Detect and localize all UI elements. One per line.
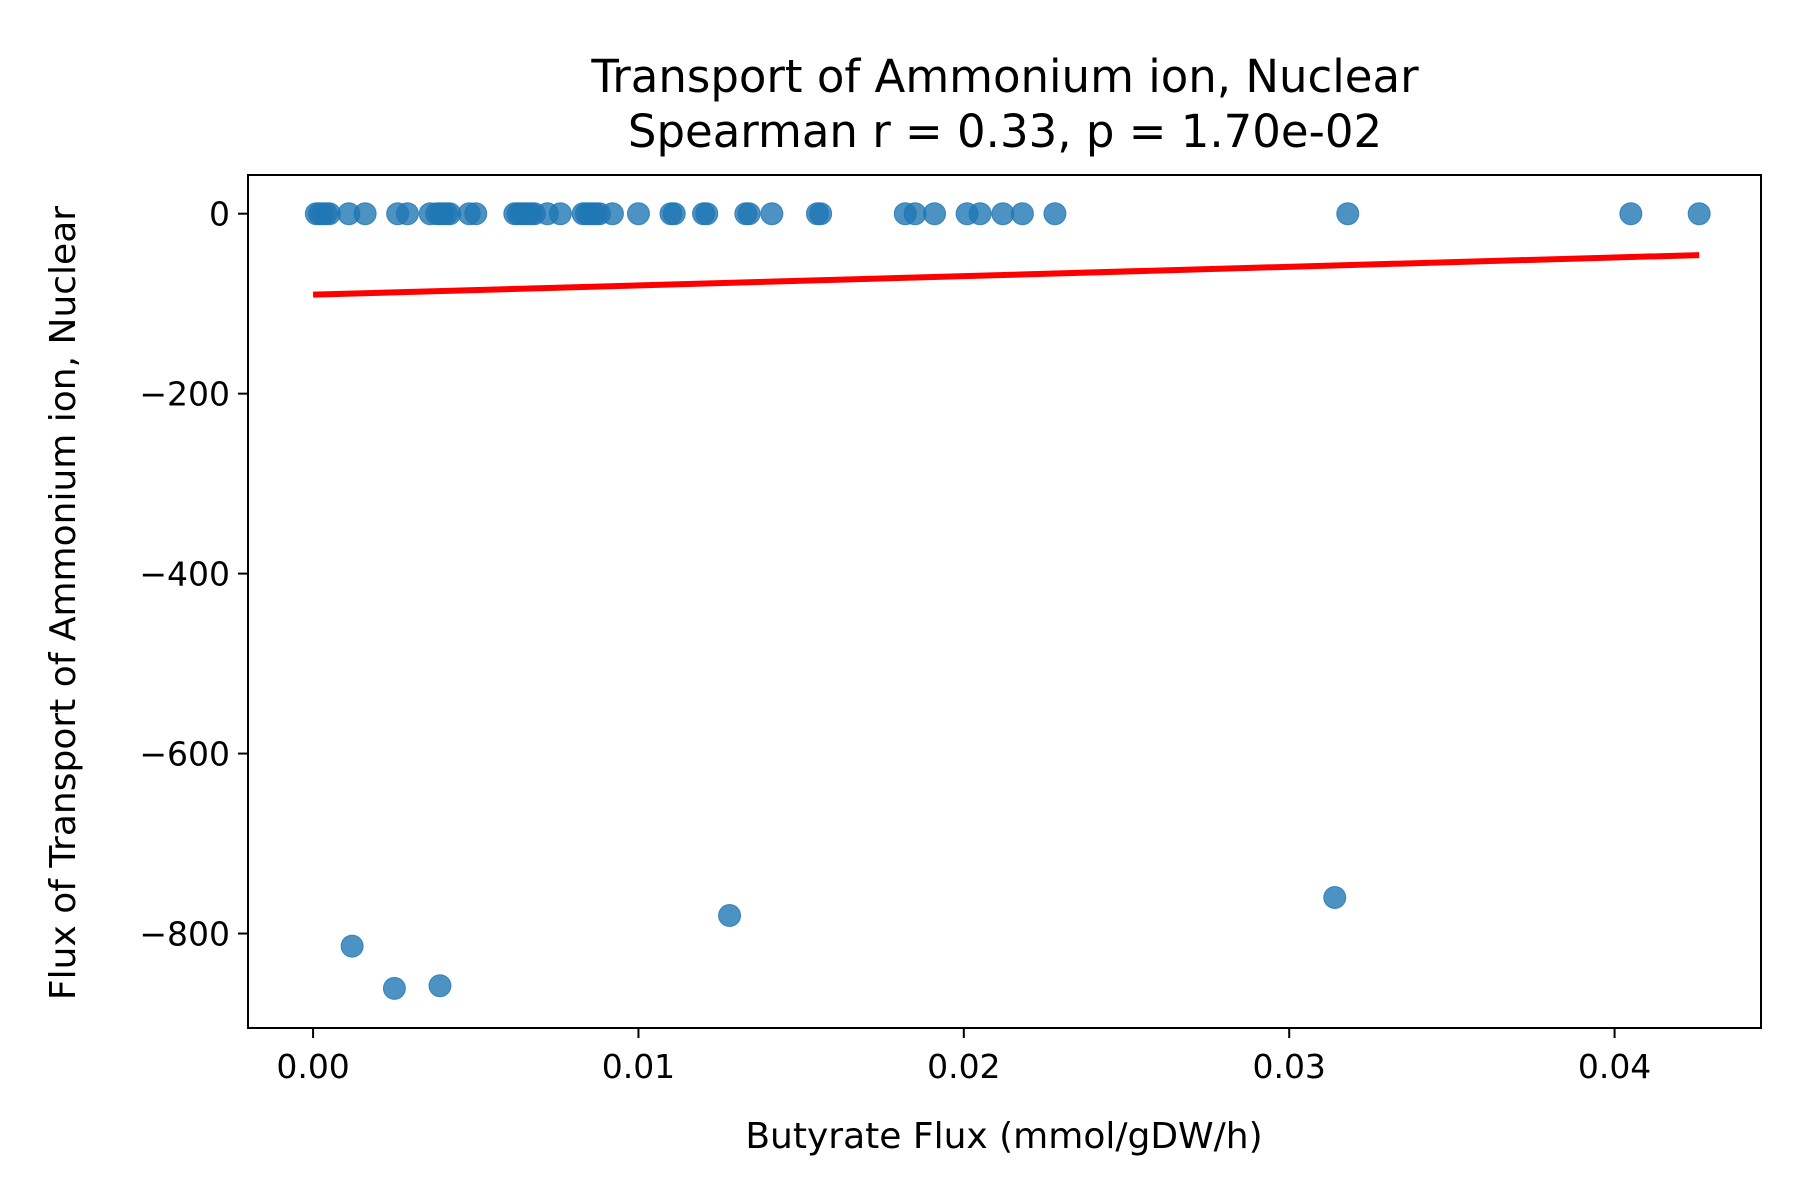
data-point [991, 202, 1015, 226]
data-point [626, 202, 650, 226]
y-tick-label: −400 [139, 555, 230, 594]
data-point [1010, 202, 1034, 226]
data-point [1687, 202, 1711, 226]
data-point [923, 202, 947, 226]
x-tick-label: 0.04 [1578, 1047, 1651, 1086]
x-axis-label: Butyrate Flux (mmol/gDW/h) [745, 1116, 1262, 1157]
plot-frame [247, 174, 1762, 1029]
y-axis-label: Flux of Transport of Ammonium ion, Nucle… [43, 206, 84, 1000]
x-axis-ticks: 0.00 0.01 0.02 0.03 0.04 [276, 1028, 1651, 1086]
data-point [1619, 202, 1643, 226]
data-point [1323, 886, 1347, 910]
y-axis-ticks: 0 −200 −400 −600 −800 [139, 195, 248, 954]
data-point [1043, 202, 1067, 226]
data-point [695, 202, 719, 226]
x-tick-label: 0.03 [1252, 1047, 1325, 1086]
plot-area [304, 202, 1711, 1000]
data-point [317, 202, 341, 226]
data-point [600, 202, 624, 226]
data-point [903, 202, 927, 226]
data-point [464, 202, 488, 226]
data-point [809, 202, 833, 226]
data-point [737, 202, 761, 226]
y-tick-label: −600 [139, 735, 230, 774]
y-tick-label: 0 [209, 195, 230, 234]
data-point [548, 202, 572, 226]
data-point [718, 904, 742, 928]
data-point [382, 976, 406, 1000]
data-point [340, 934, 364, 958]
chart-title: Transport of Ammonium ion, Nuclear [590, 50, 1419, 103]
data-point [395, 202, 419, 226]
y-tick-label: −800 [139, 915, 230, 954]
x-tick-label: 0.02 [927, 1047, 1000, 1086]
data-point [428, 974, 452, 998]
data-point [1336, 202, 1360, 226]
chart-subtitle: Spearman r = 0.33, p = 1.70e-02 [628, 105, 1382, 158]
data-point [662, 202, 686, 226]
regression-line [312, 252, 1700, 298]
data-point [968, 202, 992, 226]
y-tick-label: −200 [139, 375, 230, 414]
x-tick-label: 0.01 [602, 1047, 675, 1086]
data-point [353, 202, 377, 226]
data-point [438, 202, 462, 226]
data-point [760, 202, 784, 226]
x-tick-label: 0.00 [276, 1047, 349, 1086]
